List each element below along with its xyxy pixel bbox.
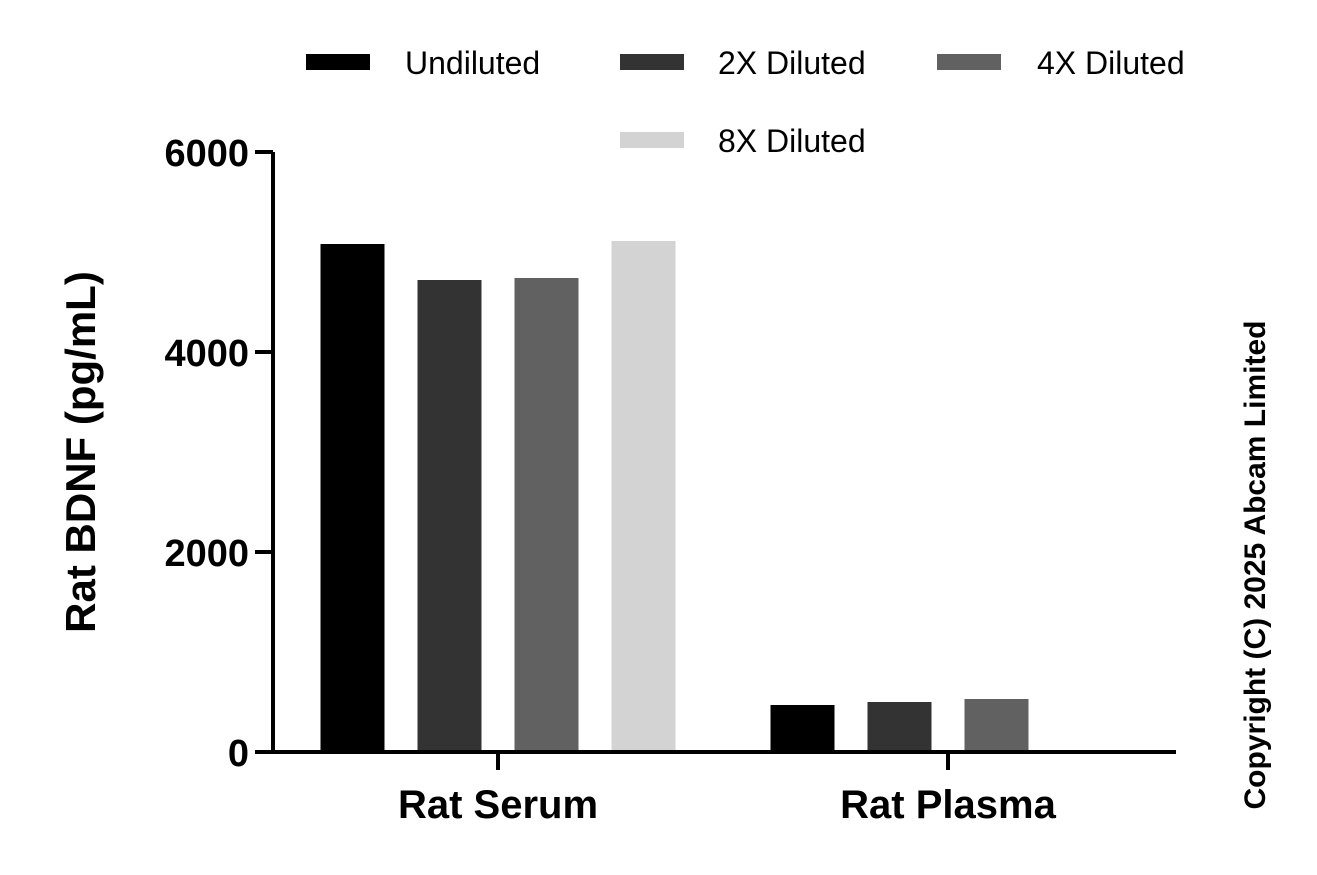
- copyright-text: Copyright (C) 2025 Abcam Limited: [1239, 321, 1272, 810]
- y-tick-label: 2000: [164, 533, 249, 575]
- legend-swatch: [620, 54, 684, 70]
- x-category-label: Rat Plasma: [840, 783, 1056, 827]
- y-tick-label: 0: [228, 733, 249, 775]
- legend-label: 8X Diluted: [718, 123, 866, 159]
- legend: Undiluted 2X Diluted 4X Diluted 8X Diluted: [306, 45, 1185, 159]
- legend-item: 4X Diluted: [937, 45, 1185, 81]
- legend-swatch: [306, 54, 370, 70]
- bar-rat-plasma-4x-diluted: [964, 699, 1029, 752]
- bars: [320, 241, 1029, 752]
- legend-label: 4X Diluted: [1037, 45, 1185, 81]
- legend-item: Undiluted: [306, 45, 540, 81]
- bar-rat-serum-4x-diluted: [514, 278, 579, 752]
- legend-swatch: [620, 132, 684, 148]
- x-categories: Rat Serum Rat Plasma: [398, 752, 1057, 827]
- bar-rat-plasma-undiluted: [770, 705, 835, 752]
- legend-label: 2X Diluted: [718, 45, 866, 81]
- legend-item: 8X Diluted: [620, 123, 866, 159]
- legend-swatch: [937, 54, 1001, 70]
- bar-rat-serum-8x-diluted: [611, 241, 676, 752]
- axes: [256, 152, 1176, 754]
- bar-rat-serum-undiluted: [320, 244, 385, 752]
- legend-item: 2X Diluted: [620, 45, 866, 81]
- y-tick-label: 6000: [164, 133, 249, 175]
- y-tick-label: 4000: [164, 333, 249, 375]
- y-ticks: 0 2000 4000 6000: [164, 133, 273, 775]
- bar-rat-plasma-2x-diluted: [867, 702, 932, 752]
- bar-rat-serum-2x-diluted: [417, 280, 482, 752]
- legend-label: Undiluted: [405, 45, 540, 81]
- y-axis-label: Rat BDNF (pg/mL): [57, 271, 104, 633]
- x-category-label: Rat Serum: [398, 783, 598, 827]
